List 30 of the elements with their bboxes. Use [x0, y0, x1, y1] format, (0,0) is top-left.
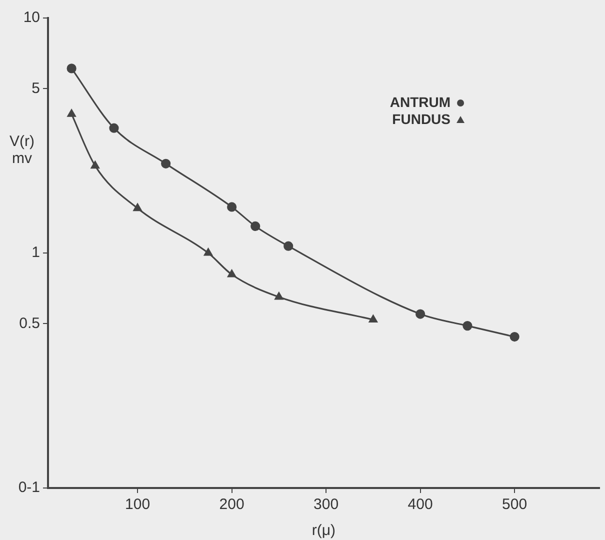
x-axis-title: r(μ) — [312, 522, 336, 540]
point — [161, 158, 171, 168]
legend-label: FUNDUS — [392, 110, 451, 127]
point — [274, 292, 284, 300]
legend-label: ANTRUM — [390, 94, 451, 110]
point — [462, 321, 472, 331]
point — [90, 161, 100, 169]
point — [204, 248, 212, 256]
point — [510, 332, 520, 342]
y-tick-label: 5 — [32, 80, 40, 97]
point — [67, 109, 76, 117]
point — [227, 202, 237, 212]
x-tick-label: 500 — [502, 496, 528, 514]
point — [250, 221, 260, 232]
y-tick-label: 10 — [23, 9, 40, 26]
y-tick-label: 1 — [32, 244, 40, 262]
x-tick-label: 100 — [125, 496, 150, 514]
point — [416, 309, 426, 319]
point — [66, 64, 76, 74]
y-tick-label: 0.5 — [19, 314, 40, 332]
x-tick-label: 200 — [219, 496, 244, 514]
point — [228, 270, 236, 278]
point — [368, 314, 378, 323]
point — [133, 203, 142, 212]
point — [109, 123, 119, 133]
y-axis-title: V(r) mv — [10, 133, 34, 168]
x-tick-label: 400 — [408, 496, 433, 514]
x-tick-label: 300 — [314, 496, 339, 514]
y-tick-label: 0-1 — [18, 479, 40, 496]
point — [284, 241, 294, 251]
